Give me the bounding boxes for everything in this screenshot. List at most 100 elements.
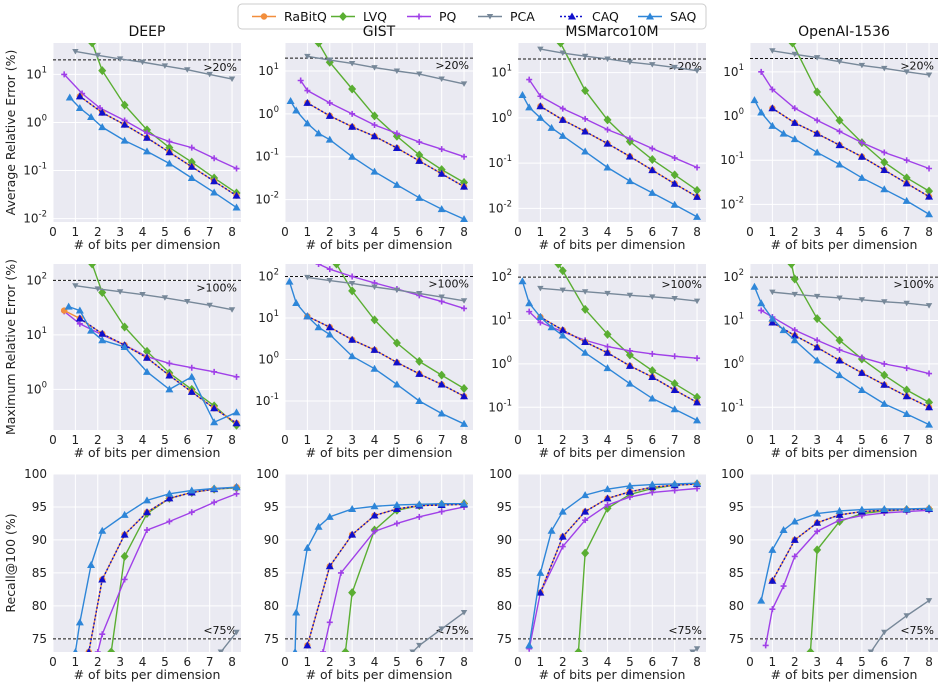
y-tick-label: 80 xyxy=(32,599,47,613)
row-ylabel-avg: Average Relative Error (%) xyxy=(3,50,18,216)
legend-label: RaBitQ xyxy=(284,9,327,24)
x-tick-label: 8 xyxy=(460,433,468,447)
legend-label: SAQ xyxy=(670,9,696,24)
y-tick-label: 100 xyxy=(26,113,47,129)
x-tick-label: 0 xyxy=(746,433,754,447)
panel-title: DEEP xyxy=(129,24,166,40)
y-tick-label: 100 xyxy=(26,380,47,396)
y-tick-label: 85 xyxy=(32,566,47,580)
x-tick-label: 8 xyxy=(925,225,933,239)
figure: RaBitQ LVQ PQ PCA CAQ SAQ Average Relative Err… xyxy=(0,0,946,697)
y-tick-labels: 101 100 10-1 10-2 xyxy=(720,63,744,212)
y-tick-label: 101 xyxy=(723,311,744,327)
x-tick-label: 8 xyxy=(925,433,933,447)
y-tick-label: 10-1 xyxy=(255,392,279,408)
x-axis-label: # of bits per dimension xyxy=(539,445,686,460)
x-tick-label: 0 xyxy=(514,655,522,669)
row-ylabel-recall: Recall@100 (%) xyxy=(3,513,18,612)
y-tick-label: 10-2 xyxy=(720,195,744,211)
panel-recall-openai-1536: <75%0 1 2 3 4 5 6 7 8# of bits per dimension7580… xyxy=(721,467,938,682)
x-axis-label: # of bits per dimension xyxy=(306,237,453,252)
panel-recall-deep: <75%0 1 2 3 4 5 6 7 8# of bits per dimension7580… xyxy=(24,467,241,682)
threshold-label: <75% xyxy=(203,624,237,637)
y-tick-label: 10-1 xyxy=(255,148,279,164)
y-tick-label: 100 xyxy=(723,355,744,371)
threshold-label: <75% xyxy=(900,624,934,637)
legend-label: PCA xyxy=(510,9,535,24)
y-tick-labels: 7580859095100 xyxy=(489,467,512,646)
y-tick-label: 100 xyxy=(24,467,47,481)
y-tick-label: 102 xyxy=(723,268,744,284)
x-tick-label: 8 xyxy=(228,225,236,239)
y-tick-label: 101 xyxy=(258,62,279,78)
y-tick-label: 75 xyxy=(497,632,512,646)
data-point xyxy=(218,650,224,656)
y-tick-label: 100 xyxy=(256,467,279,481)
y-tick-label: 80 xyxy=(729,599,744,613)
data-point xyxy=(868,650,874,656)
y-tick-label: 101 xyxy=(491,64,512,80)
y-tick-labels: 7580859095100 xyxy=(256,467,279,646)
x-axis-label: # of bits per dimension xyxy=(74,445,221,460)
y-tick-labels: 101 100 10-1 10-2 xyxy=(255,62,279,207)
y-tick-label: 101 xyxy=(723,63,744,79)
threshold-label: <75% xyxy=(668,624,702,637)
x-tick-label: 0 xyxy=(514,433,522,447)
panel-max-msmarco10m: >100%0 1 2 3 4 5 6 7 8# of bits per dimension102… xyxy=(488,260,706,461)
y-tick-label: 100 xyxy=(258,105,279,121)
panel-avg-gist: >20%0 1 2 3 4 5 6 7 8# of bits per dimension1011… xyxy=(255,24,473,252)
y-tick-label: 85 xyxy=(729,566,744,580)
x-axis-label: # of bits per dimension xyxy=(771,445,918,460)
panel-max-deep: >100%0 1 2 3 4 5 6 7 8# of bits per dimension102… xyxy=(26,260,241,461)
y-tick-label: 75 xyxy=(32,632,47,646)
x-tick-label: 8 xyxy=(693,433,701,447)
y-tick-labels: 7580859095100 xyxy=(721,467,744,646)
legend-label: LVQ xyxy=(363,9,387,24)
threshold-label: >100% xyxy=(428,277,469,290)
y-tick-label: 100 xyxy=(491,355,512,371)
x-tick-label: 8 xyxy=(228,433,236,447)
y-tick-label: 95 xyxy=(264,500,279,514)
x-tick-label: 8 xyxy=(693,655,701,669)
y-tick-label: 90 xyxy=(497,533,512,547)
y-tick-label: 10-1 xyxy=(720,398,744,414)
y-tick-labels: 102 101 100 10-1 xyxy=(720,268,744,414)
y-tick-label: 101 xyxy=(26,65,47,81)
y-tick-label: 102 xyxy=(26,271,47,287)
y-tick-label: 80 xyxy=(264,599,279,613)
y-tick-label: 10-2 xyxy=(255,191,279,207)
x-tick-label: 0 xyxy=(49,225,57,239)
threshold-label: >100% xyxy=(196,281,237,294)
x-axis-label: # of bits per dimension xyxy=(771,237,918,252)
y-tick-label: 10-2 xyxy=(23,210,47,226)
x-tick-label: 0 xyxy=(514,225,522,239)
y-tick-label: 10-1 xyxy=(488,398,512,414)
y-tick-label: 85 xyxy=(497,566,512,580)
x-tick-label: 8 xyxy=(925,655,933,669)
y-tick-label: 101 xyxy=(258,309,279,325)
x-tick-label: 0 xyxy=(746,655,754,669)
y-tick-label: 95 xyxy=(497,500,512,514)
y-tick-label: 10-1 xyxy=(488,154,512,170)
x-axis-label: # of bits per dimension xyxy=(306,667,453,682)
x-axis-label: # of bits per dimension xyxy=(74,667,221,682)
x-axis-label: # of bits per dimension xyxy=(539,237,686,252)
x-tick-label: 0 xyxy=(49,655,57,669)
x-tick-label: 0 xyxy=(49,433,57,447)
x-tick-label: 0 xyxy=(746,225,754,239)
x-axis-label: # of bits per dimension xyxy=(306,445,453,460)
y-tick-label: 100 xyxy=(489,467,512,481)
panel-max-openai-1536: >100%0 1 2 3 4 5 6 7 8# of bits per dimension102… xyxy=(720,260,938,461)
y-tick-label: 10-1 xyxy=(23,162,47,178)
panel-title: GIST xyxy=(363,24,396,40)
legend-label: CAQ xyxy=(592,9,619,24)
y-tick-label: 101 xyxy=(26,326,47,342)
threshold-label: >100% xyxy=(893,278,934,291)
y-tick-label: 101 xyxy=(491,311,512,327)
y-tick-labels: 102 101 100 xyxy=(26,271,47,396)
y-tick-label: 90 xyxy=(32,533,47,547)
y-tick-label: 95 xyxy=(729,500,744,514)
x-tick-label: 8 xyxy=(460,225,468,239)
legend-label: PQ xyxy=(439,9,457,24)
y-tick-label: 75 xyxy=(729,632,744,646)
